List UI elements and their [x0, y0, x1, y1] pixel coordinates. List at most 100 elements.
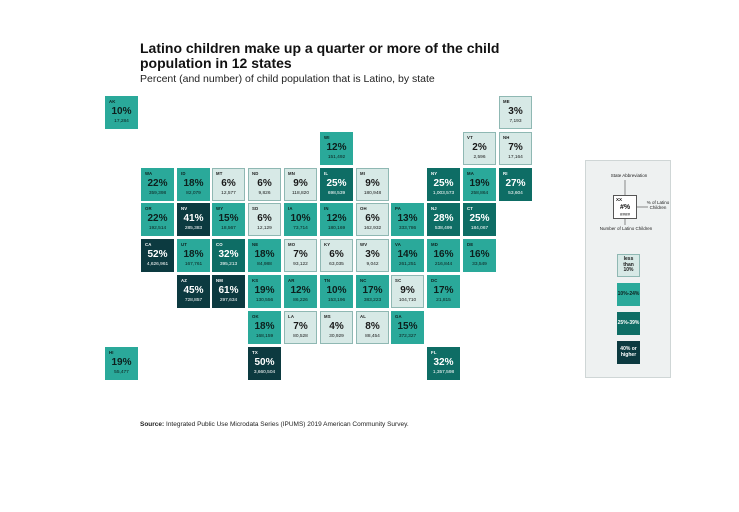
state-number: 18,567 [221, 226, 236, 231]
legend-bin-2: 25%-39% [617, 312, 640, 335]
state-tile-nj: NJ 28% 538,499 [427, 203, 460, 236]
state-tile-wv: WV 3% 9,042 [356, 239, 389, 272]
state-pct: 22% [147, 178, 168, 189]
state-pct: 3% [365, 249, 380, 260]
state-abbr: PA [395, 206, 402, 211]
source-label: Source: [140, 421, 165, 428]
legend-sample-abbr: XX [616, 197, 623, 202]
state-number: 151,492 [327, 155, 346, 160]
state-tile-ga: GA 15% 372,327 [391, 311, 424, 344]
state-number: 1,003,573 [432, 191, 455, 196]
state-abbr: NC [360, 278, 367, 283]
state-number: 9,042 [366, 262, 379, 267]
state-abbr: RI [503, 171, 508, 176]
state-pct: 12% [326, 213, 347, 224]
source-text: Integrated Public Use Microdata Series (… [164, 421, 409, 428]
state-pct: 52% [147, 249, 168, 260]
state-pct: 10% [290, 213, 311, 224]
state-pct: 25% [433, 178, 454, 189]
state-tile-de: DE 16% 33,549 [463, 239, 496, 272]
state-number: 359,398 [148, 191, 167, 196]
legend-pct-label: % of Latino Children [646, 200, 670, 210]
state-number: 86,226 [293, 298, 308, 303]
state-tile-mi: MI 9% 180,948 [356, 168, 389, 201]
chart-title: Latino children make up a quarter or mor… [140, 40, 500, 71]
state-number: 2,596 [473, 155, 486, 160]
state-tile-la: LA 7% 80,528 [284, 311, 317, 344]
state-pct: 12% [326, 142, 347, 153]
state-number: 333,786 [398, 226, 417, 231]
state-pct: 45% [183, 285, 204, 296]
state-tile-ct: CT 25% 184,067 [463, 203, 496, 236]
state-number: 7,193 [509, 119, 522, 124]
state-abbr: MN [288, 171, 296, 176]
state-tile-nd: ND 6% 9,826 [248, 168, 281, 201]
state-pct: 18% [183, 249, 204, 260]
state-pct: 6% [221, 178, 236, 189]
legend-bin-1: 10%-24% [617, 283, 640, 306]
state-abbr: VT [467, 135, 473, 140]
state-abbr: AR [288, 278, 295, 283]
state-number: 1,357,598 [432, 370, 455, 375]
state-tile-wa: WA 22% 359,398 [141, 168, 174, 201]
state-abbr: MD [431, 242, 439, 247]
state-pct: 18% [254, 249, 275, 260]
state-tile-or: OR 22% 192,514 [141, 203, 174, 236]
state-abbr: ME [503, 99, 510, 104]
state-abbr: WY [216, 206, 224, 211]
legend-number-label: Number of Latino Children [599, 226, 653, 231]
state-abbr: WI [324, 135, 330, 140]
state-abbr: OH [360, 206, 367, 211]
state-pct: 19% [111, 357, 132, 368]
state-abbr: DE [467, 242, 474, 247]
state-abbr: NJ [431, 206, 437, 211]
state-pct: 32% [218, 249, 239, 260]
state-number: 17,164 [508, 155, 523, 160]
state-pct: 17% [362, 285, 383, 296]
state-number: 184,067 [470, 226, 489, 231]
state-abbr: OR [145, 206, 152, 211]
state-number: 216,844 [434, 262, 453, 267]
state-number: 63,035 [329, 262, 344, 267]
state-number: 55,477 [114, 370, 129, 375]
state-pct: 10% [326, 285, 347, 296]
legend-bin-0: less than 10% [617, 254, 640, 277]
state-pct: 32% [433, 357, 454, 368]
state-tile-ar: AR 12% 86,226 [284, 275, 317, 308]
state-abbr: WA [145, 171, 153, 176]
state-pct: 15% [218, 213, 239, 224]
state-tile-al: AL 8% 88,454 [356, 311, 389, 344]
state-abbr: FL [431, 350, 437, 355]
state-tile-pa: PA 13% 333,786 [391, 203, 424, 236]
state-abbr: TX [252, 350, 258, 355]
state-tile-nh: NH 7% 17,164 [499, 132, 532, 165]
state-abbr: CA [145, 242, 152, 247]
state-number: 130,556 [255, 298, 274, 303]
state-tile-tn: TN 10% 153,196 [320, 275, 353, 308]
state-tile-sc: SC 9% 104,710 [391, 275, 424, 308]
state-pct: 19% [469, 178, 490, 189]
state-abbr: AZ [181, 278, 188, 283]
chart-subtitle: Percent (and number) of child population… [140, 73, 435, 85]
state-tile-va: VA 14% 261,251 [391, 239, 424, 272]
state-abbr: MT [216, 171, 223, 176]
state-tile-ma: MA 19% 258,864 [463, 168, 496, 201]
state-abbr: NV [181, 206, 188, 211]
state-abbr: SD [252, 206, 259, 211]
state-pct: 16% [469, 249, 490, 260]
state-number: 12,129 [257, 226, 272, 231]
state-number: 21,815 [436, 298, 451, 303]
state-pct: 2% [472, 142, 487, 153]
state-abbr: IN [324, 206, 329, 211]
state-pct: 22% [147, 213, 168, 224]
state-abbr: NH [503, 135, 510, 140]
state-abbr: OK [252, 314, 259, 319]
state-number: 88,454 [365, 334, 380, 339]
state-number: 118,820 [292, 191, 309, 196]
state-number: 261,251 [398, 262, 417, 267]
state-tile-in: IN 12% 180,169 [320, 203, 353, 236]
legend-bin-3: 40% or higher [617, 341, 640, 364]
legend-sample-pct: #% [619, 204, 631, 211]
state-number: 33,549 [472, 262, 487, 267]
